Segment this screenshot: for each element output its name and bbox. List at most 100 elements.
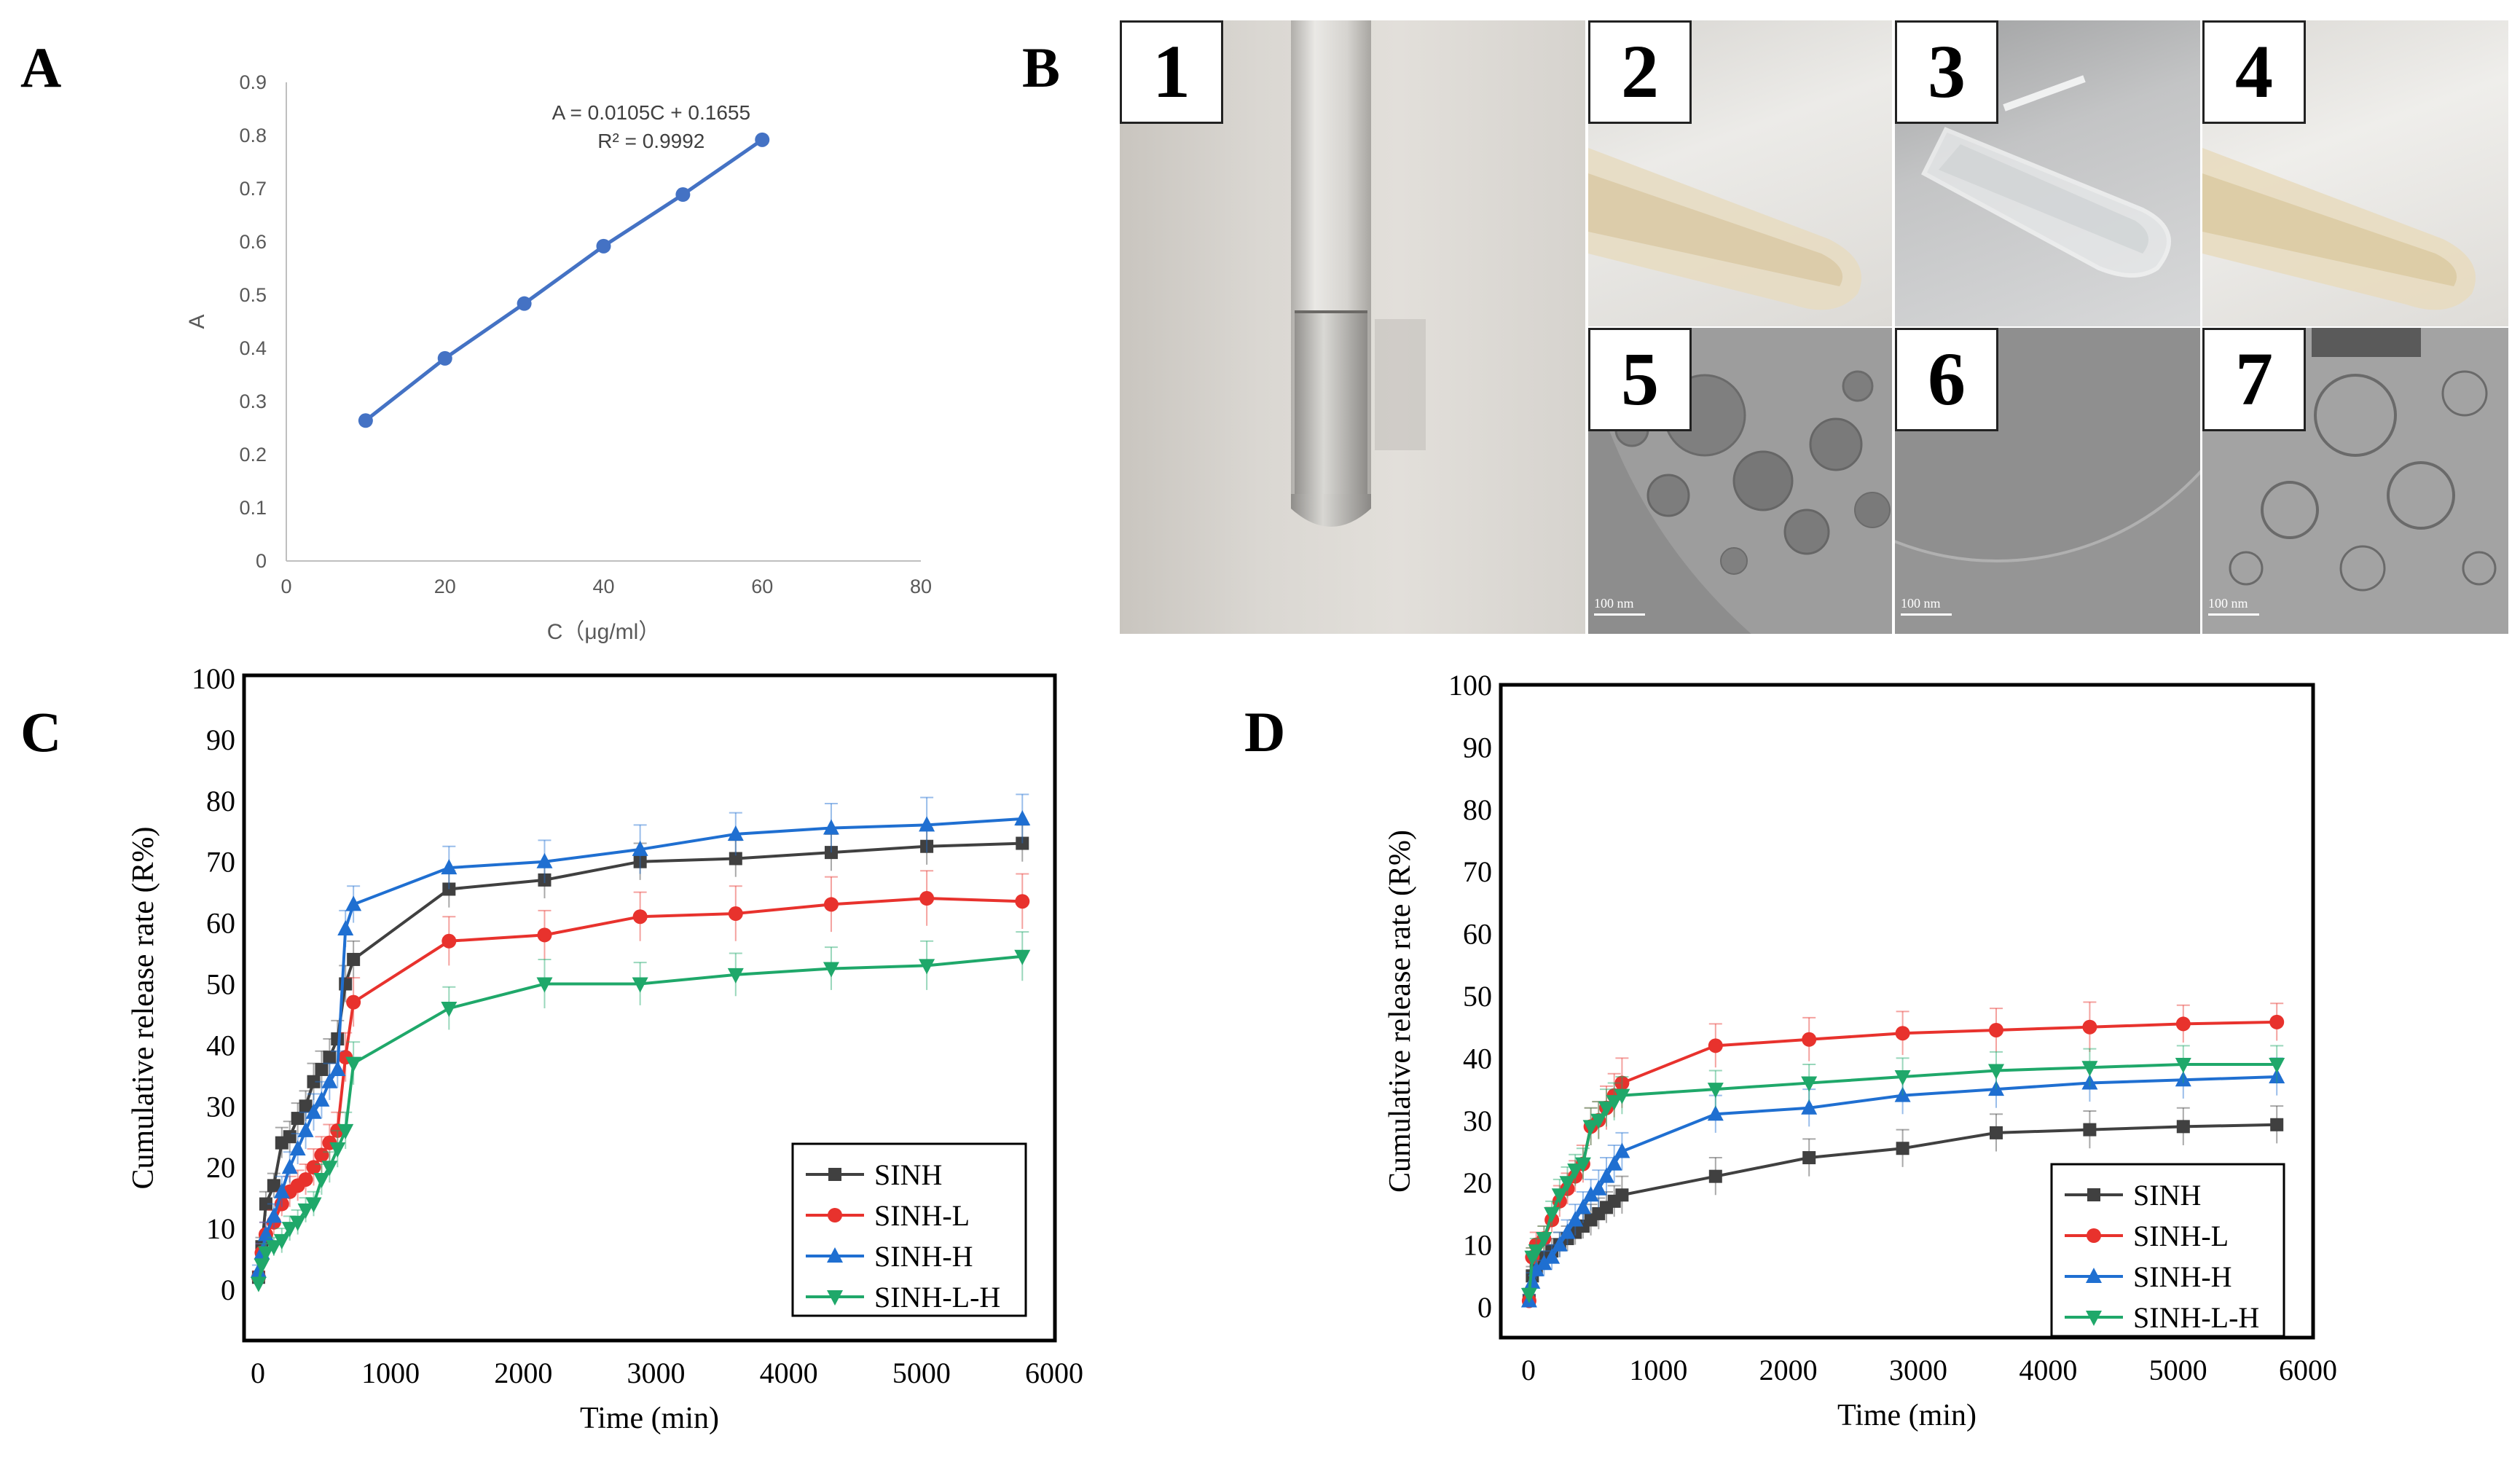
x-axis-title: Time (min) bbox=[1837, 1399, 1977, 1432]
x-tick-label-0: 0 bbox=[251, 1357, 265, 1389]
x-tick-label-3: 60 bbox=[751, 576, 773, 597]
data-point-2 bbox=[257, 1246, 274, 1262]
data-point-0 bbox=[1522, 1294, 1536, 1308]
data-point-18 bbox=[2081, 1074, 2098, 1090]
data-point-18 bbox=[2081, 1061, 2098, 1077]
data-point-20 bbox=[1014, 949, 1031, 965]
photo-label-2: 2 bbox=[1588, 20, 1692, 124]
data-point-4 bbox=[273, 1233, 290, 1249]
legend-label-0: SINH bbox=[2133, 1179, 2201, 1212]
y-tick-label-7: 70 bbox=[1463, 855, 1492, 888]
data-point-15 bbox=[538, 873, 552, 887]
data-point-18 bbox=[823, 897, 839, 912]
photo-tube-3: 3 bbox=[1895, 20, 2200, 326]
legend-marker-1 bbox=[828, 1208, 842, 1222]
y-tick-label-10: 100 bbox=[1448, 669, 1492, 702]
data-point-4 bbox=[1544, 1206, 1561, 1222]
y-tick-label-2: 20 bbox=[1463, 1166, 1492, 1199]
x-tick-label-0: 0 bbox=[280, 576, 291, 597]
data-point-4 bbox=[1544, 1212, 1560, 1228]
legend-label-1: SINH-L bbox=[874, 1199, 970, 1232]
data-point-1 bbox=[1524, 1250, 1541, 1266]
data-point-16 bbox=[632, 840, 648, 856]
panel-letter-a: A bbox=[20, 36, 62, 99]
y-tick-label-9: 90 bbox=[206, 723, 235, 756]
legend: SINH SINH-L SINH-H SINH-L-H bbox=[791, 1142, 1027, 1317]
data-point-11 bbox=[329, 1060, 346, 1076]
data-point-0 bbox=[1521, 1293, 1536, 1308]
legend-marker-0 bbox=[2087, 1188, 2100, 1201]
data-point-0 bbox=[1520, 1287, 1537, 1303]
data-point-17 bbox=[1990, 1126, 2003, 1139]
data-point-13 bbox=[1615, 1188, 1629, 1202]
series-sinh-h bbox=[1520, 1057, 2285, 1308]
data-point-15 bbox=[1801, 1099, 1818, 1115]
data-point-16 bbox=[633, 855, 647, 868]
data-point-10 bbox=[321, 1161, 338, 1177]
data-point-9 bbox=[1582, 1186, 1599, 1202]
tem-image-5: 5 100 nm bbox=[1588, 328, 1892, 634]
data-point-19 bbox=[2175, 1057, 2191, 1073]
y-tick-label-5: 50 bbox=[206, 968, 235, 1001]
data-point-14 bbox=[441, 859, 458, 875]
series-line bbox=[256, 897, 1023, 1278]
y-tick-label-8: 80 bbox=[1463, 793, 1492, 826]
scale-bar-5 bbox=[1594, 613, 1645, 616]
data-point-12 bbox=[1606, 1095, 1622, 1111]
y-tick-label-0: 0 bbox=[256, 550, 267, 572]
data-point-16 bbox=[1895, 1026, 1910, 1041]
data-point-8 bbox=[1574, 1157, 1591, 1173]
data-point-5 bbox=[281, 1222, 298, 1238]
data-point-0 bbox=[1520, 1292, 1537, 1308]
y-tick-label-4: 40 bbox=[1463, 1042, 1492, 1075]
photo-label-1: 1 bbox=[1120, 20, 1223, 124]
data-point-12 bbox=[337, 919, 354, 935]
data-point-18 bbox=[824, 846, 838, 860]
tem-label-6: 6 bbox=[1895, 328, 1998, 431]
data-point-8 bbox=[306, 1160, 321, 1175]
data-point-19 bbox=[919, 891, 935, 906]
data-point-11 bbox=[1600, 1201, 1613, 1214]
data-point-7 bbox=[1567, 1211, 1584, 1227]
data-point-15 bbox=[1802, 1151, 1816, 1165]
data-point-16 bbox=[1894, 1070, 1911, 1086]
x-tick-label-3: 3000 bbox=[1889, 1354, 1947, 1386]
data-point-3 bbox=[596, 238, 611, 254]
data-point-16 bbox=[632, 909, 648, 925]
y-tick-label-2: 20 bbox=[206, 1151, 235, 1184]
data-point-2 bbox=[258, 1227, 273, 1242]
data-point-7 bbox=[1567, 1163, 1584, 1180]
data-point-16 bbox=[1894, 1086, 1911, 1102]
data-point-10 bbox=[322, 1135, 337, 1150]
data-point-6 bbox=[289, 1215, 306, 1231]
series-sinh-h bbox=[250, 793, 1031, 1278]
data-point-17 bbox=[729, 852, 742, 866]
data-point-6 bbox=[290, 1178, 305, 1193]
data-point-5 bbox=[1553, 1238, 1566, 1252]
data-point-8 bbox=[1574, 1198, 1591, 1214]
scale-bar-label-7: 100 nm bbox=[2208, 596, 2248, 611]
data-point-0 bbox=[358, 413, 373, 428]
x-tick-label-2: 40 bbox=[592, 576, 614, 597]
y-tick-label-6: 60 bbox=[206, 907, 235, 940]
data-point-5 bbox=[1551, 1188, 1568, 1204]
data-point-10 bbox=[1590, 1113, 1607, 1129]
data-point-20 bbox=[2269, 1014, 2285, 1029]
data-point-1 bbox=[254, 1245, 270, 1260]
x-tick-label-1: 1000 bbox=[361, 1357, 420, 1389]
tem-image-6: 6 100 nm bbox=[1895, 328, 2200, 634]
legend-marker-1 bbox=[2087, 1228, 2101, 1243]
x-tick-label-4: 80 bbox=[910, 576, 932, 597]
legend-label-3: SINH-L-H bbox=[874, 1281, 1000, 1314]
data-point-10 bbox=[1591, 1112, 1606, 1128]
data-point-0 bbox=[250, 1276, 267, 1292]
data-point-14 bbox=[441, 1002, 458, 1018]
data-point-6 bbox=[1560, 1181, 1575, 1196]
data-point-14 bbox=[441, 933, 457, 949]
y-tick-label-3: 30 bbox=[1463, 1104, 1492, 1137]
data-point-3 bbox=[1536, 1232, 1553, 1248]
data-point-9 bbox=[313, 1172, 330, 1188]
legend-marker-0 bbox=[828, 1168, 841, 1181]
panel-letter-b: B bbox=[1022, 36, 1061, 99]
data-point-1 bbox=[255, 1240, 269, 1254]
